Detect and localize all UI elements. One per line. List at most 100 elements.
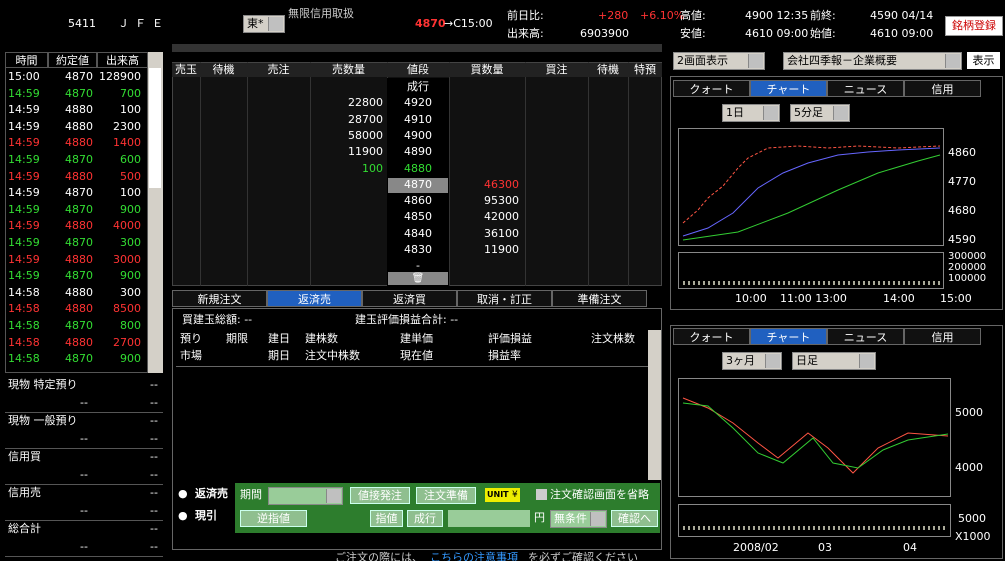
tick-volume: 700 <box>120 86 141 100</box>
market[interactable]: 成行 <box>407 510 443 527</box>
prepare[interactable]: 注文準備 <box>416 487 476 504</box>
info-tab[interactable]: ニュース <box>827 328 904 345</box>
show[interactable]: 表示 <box>967 52 1000 69</box>
interval[interactable]: 日足 <box>792 352 876 370</box>
range[interactable]: 1日 <box>722 104 780 122</box>
grid-line <box>310 62 311 286</box>
info-tab[interactable]: チャート <box>750 80 827 97</box>
last-price: 4870 <box>415 17 446 30</box>
tick-time: 14:59 <box>8 119 40 133</box>
account-value: -- <box>150 540 158 553</box>
divider <box>5 484 163 485</box>
tick-time: 14:59 <box>8 269 40 283</box>
buy-qty: 46300 <box>484 177 519 191</box>
tick-price: 4870 <box>65 86 93 100</box>
confirm[interactable]: 確認へ <box>611 510 658 527</box>
trash-button[interactable]: 🗑 <box>388 272 448 285</box>
shape <box>670 76 1003 310</box>
limit[interactable]: 指値 <box>370 510 403 527</box>
tick-volume: 900 <box>120 202 141 216</box>
sell-qty: 22800 <box>348 96 383 110</box>
info[interactable]: 会社四季報－企業概要 <box>783 52 962 70</box>
book-header: 待機 <box>200 63 247 77</box>
divider <box>5 520 163 521</box>
x-label: 11:00 13:00 <box>780 292 847 305</box>
shape[interactable] <box>536 489 547 500</box>
tick-price: 4870 <box>65 153 93 166</box>
buy-qty: 95300 <box>484 194 519 208</box>
position-header: 注文中株数 <box>305 349 360 362</box>
y-label: 300000 <box>948 251 987 262</box>
sell-qty: 58000 <box>348 128 383 142</box>
info-tab[interactable]: クォート <box>673 328 750 345</box>
tick-price: 4880 <box>65 103 93 117</box>
account-label: 現物 特定預り <box>8 378 78 391</box>
position-header: 現在値 <box>400 349 433 362</box>
layout[interactable]: 2画面表示 <box>673 52 765 70</box>
tick-time: 14:59 <box>8 236 40 249</box>
scrollbar <box>648 330 661 480</box>
tick-volume: 8500 <box>113 302 141 316</box>
high-label: 高値: <box>680 9 706 22</box>
low-label: 安値: <box>680 27 706 40</box>
buy-qty: 11900 <box>484 243 519 256</box>
tick-time: 14:59 <box>8 103 40 117</box>
b: を必ずご確認ください <box>528 551 638 561</box>
position-header: 建日 <box>268 332 290 345</box>
y-label: 200000 <box>948 262 987 273</box>
position-header: 注文株数 <box>591 332 635 345</box>
price: 成行 <box>407 80 429 93</box>
yen-icon: ¥ <box>510 488 520 502</box>
grid-line <box>525 62 526 286</box>
order-tab[interactable]: 返済売 <box>267 290 362 307</box>
change: +280 <box>598 9 629 22</box>
interval[interactable]: 5分足 <box>790 104 850 122</box>
shape: ● <box>178 509 188 522</box>
price: 4910 <box>404 112 432 126</box>
account-label: 現物 一般預り <box>8 414 78 427</box>
order-tab[interactable]: 返済買 <box>362 290 457 307</box>
tick-time: 14:59 <box>8 186 40 200</box>
info-tab[interactable]: ニュース <box>827 80 904 97</box>
x-label: 04 <box>903 541 917 554</box>
direct[interactable]: 値接発注 <box>350 487 410 504</box>
info-tab[interactable]: チャート <box>750 328 827 345</box>
book-header: 値段 <box>387 63 449 77</box>
stop[interactable]: 逆指値 <box>240 510 307 527</box>
position-header: 評価損益 <box>488 332 532 345</box>
position-header: 期日 <box>268 349 290 362</box>
repay-sell: 返済売 <box>195 487 228 500</box>
y-label: 5000 <box>955 406 983 419</box>
range[interactable]: 3ヶ月 <box>722 352 782 370</box>
tick-volume: 500 <box>120 169 141 183</box>
price: 4890 <box>404 145 432 159</box>
info-tab[interactable]: クォート <box>673 80 750 97</box>
book-header: 売注 <box>247 63 310 77</box>
market-select[interactable]: 東* <box>243 15 285 33</box>
info-tab[interactable]: 信用 <box>904 328 981 345</box>
volume: 6903900 <box>580 27 629 40</box>
tick-time: 14:59 <box>8 136 40 150</box>
book-header: 売数量 <box>310 63 387 77</box>
tick-time: 14:59 <box>8 169 40 183</box>
y-label: 4770 <box>948 175 976 188</box>
register-button[interactable]: 銘柄登録 <box>945 16 1003 36</box>
order-tab[interactable]: 取消・訂正 <box>457 290 552 307</box>
shape <box>678 378 951 497</box>
condition[interactable]: 無条件 <box>550 510 607 528</box>
tick-price: 4870 <box>65 269 93 283</box>
x-label: 03 <box>818 541 832 554</box>
skip-confirm: 注文確認画面を省略 <box>550 488 649 501</box>
order-tab[interactable]: 新規注文 <box>172 290 267 307</box>
price: 4840 <box>404 226 432 240</box>
shape <box>678 504 951 537</box>
grid-line <box>588 62 589 286</box>
account-value: -- <box>150 504 158 517</box>
tick-volume: 128900 <box>99 70 141 83</box>
order-tab[interactable]: 準備注文 <box>552 290 647 307</box>
tick-price: 4880 <box>65 302 93 316</box>
account-value: -- <box>150 486 158 499</box>
price: 4870 <box>404 177 432 191</box>
info-tab[interactable]: 信用 <box>904 80 981 97</box>
